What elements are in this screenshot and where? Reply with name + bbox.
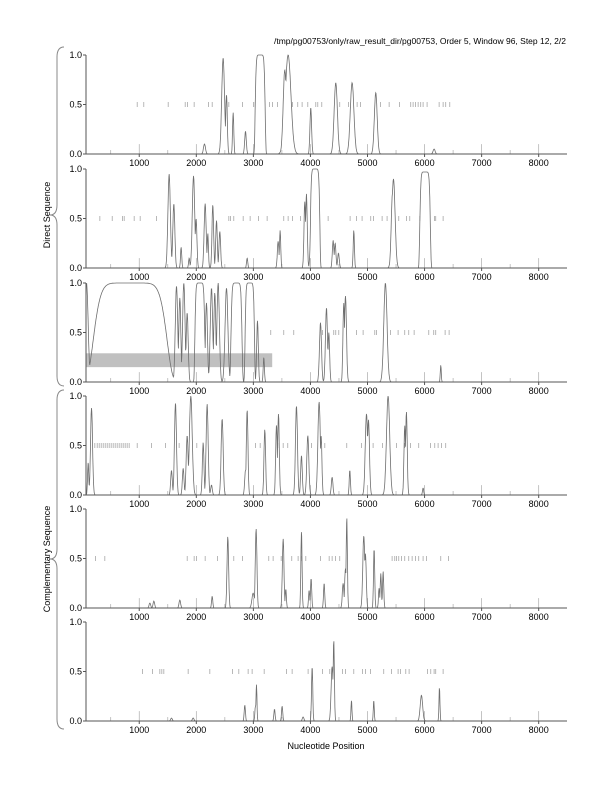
x-tick-label: 1000: [129, 158, 149, 168]
x-tick-label: 5000: [357, 612, 377, 622]
y-tick-label: 1.0: [69, 50, 82, 60]
highlight-region: [86, 353, 273, 368]
x-tick-label: 5000: [357, 158, 377, 168]
y-tick-label: 1.0: [69, 504, 82, 514]
complementary-sequence-label: Complementary Sequence: [42, 506, 52, 613]
panel-6: 0.0 0.5 1.0 1000 2000 3000 4000 5000 6000 7000 800…: [69, 617, 567, 735]
x-tick-label: 5000: [357, 386, 377, 396]
coding-potential-line: [85, 396, 567, 496]
x-tick-label: 6000: [415, 725, 435, 735]
x-tick-label: 2000: [186, 725, 206, 735]
x-tick-label: 6000: [415, 272, 435, 282]
x-tick-label: 4000: [300, 272, 320, 282]
x-tick-label: 8000: [529, 272, 549, 282]
complementary-sequence-brace: [49, 389, 65, 730]
x-tick-label: 4000: [300, 158, 320, 168]
y-tick-label: 0.5: [69, 328, 82, 338]
y-tick-label: 0.5: [69, 441, 82, 451]
coding-potential-line: [86, 641, 567, 722]
x-tick-label: 5000: [357, 272, 377, 282]
x-tick-label: 5000: [357, 725, 377, 735]
y-tick-label: 1.0: [69, 391, 82, 401]
y-tick-label: 0.5: [69, 667, 82, 677]
x-tick-label: 4000: [300, 499, 320, 509]
x-tick-label: 3000: [243, 386, 263, 396]
x-tick-label: 7000: [472, 158, 492, 168]
x-tick-label: 8000: [529, 386, 549, 396]
y-tick-label: 0.0: [69, 490, 82, 500]
coding-potential-line: [86, 168, 567, 269]
y-tick-label: 0.0: [69, 149, 82, 159]
x-tick-label: 5000: [357, 499, 377, 509]
x-tick-label: 4000: [300, 612, 320, 622]
x-tick-label: 7000: [472, 272, 492, 282]
y-tick-label: 0.5: [69, 554, 82, 564]
coding-potential-line: [86, 54, 567, 155]
panel-2: 0.0 0.5 1.0 1000 2000 3000 4000 5000 6000 7000 800…: [69, 164, 567, 282]
x-tick-label: 6000: [415, 386, 435, 396]
y-tick-label: 0.0: [69, 377, 82, 387]
x-tick-label: 7000: [472, 612, 492, 622]
x-tick-label: 4000: [300, 386, 320, 396]
x-tick-label: 8000: [529, 158, 549, 168]
x-tick-label: 3000: [243, 158, 263, 168]
x-tick-label: 2000: [186, 272, 206, 282]
panel-3: 0.0 0.5 1.0 1000 2000 3000 4000 5000 6000 7000 800…: [69, 278, 567, 396]
y-tick-label: 1.0: [69, 617, 82, 627]
x-tick-label: 1000: [129, 386, 149, 396]
y-tick-label: 0.5: [69, 100, 82, 110]
x-tick-label: 3000: [243, 499, 263, 509]
x-tick-label: 3000: [243, 612, 263, 622]
x-tick-label: 2000: [186, 158, 206, 168]
panel-4: 0.0 0.5 1.0 1000 2000 3000 4000 5000 6000 7000 800…: [69, 391, 567, 509]
coding-potential-line: [86, 518, 567, 609]
y-tick-label: 0.0: [69, 263, 82, 273]
x-tick-label: 3000: [243, 272, 263, 282]
x-tick-label: 2000: [186, 612, 206, 622]
x-tick-label: 3000: [243, 725, 263, 735]
x-tick-label: 7000: [472, 386, 492, 396]
direct-sequence-brace: [49, 46, 65, 387]
x-tick-label: 6000: [415, 499, 435, 509]
y-tick-label: 0.0: [69, 716, 82, 726]
x-tick-label: 1000: [129, 612, 149, 622]
x-tick-label: 7000: [472, 499, 492, 509]
panel-1: 0.0 0.5 1.0 1000 2000 3000 4000 5000 6000 7000 800…: [69, 50, 567, 168]
chart-title: /tmp/pg00753/only/raw_result_dir/pg00753…: [274, 36, 566, 46]
x-tick-label: 8000: [529, 725, 549, 735]
x-tick-label: 1000: [129, 725, 149, 735]
x-tick-label: 1000: [129, 272, 149, 282]
x-axis-label: Nucleotide Position: [287, 741, 364, 751]
y-tick-label: 1.0: [69, 164, 82, 174]
x-tick-label: 2000: [186, 386, 206, 396]
x-tick-label: 8000: [529, 499, 549, 509]
panel-5: 0.0 0.5 1.0 1000 2000 3000 4000 5000 6000 7000 800…: [69, 504, 567, 622]
x-tick-label: 1000: [129, 499, 149, 509]
x-tick-label: 4000: [300, 725, 320, 735]
x-tick-label: 7000: [472, 725, 492, 735]
x-tick-label: 6000: [415, 158, 435, 168]
x-tick-label: 2000: [186, 499, 206, 509]
x-tick-label: 6000: [415, 612, 435, 622]
y-tick-label: 1.0: [69, 278, 82, 288]
y-tick-label: 0.5: [69, 214, 82, 224]
x-tick-label: 8000: [529, 612, 549, 622]
direct-sequence-label: Direct Sequence: [42, 182, 52, 249]
y-tick-label: 0.0: [69, 603, 82, 613]
